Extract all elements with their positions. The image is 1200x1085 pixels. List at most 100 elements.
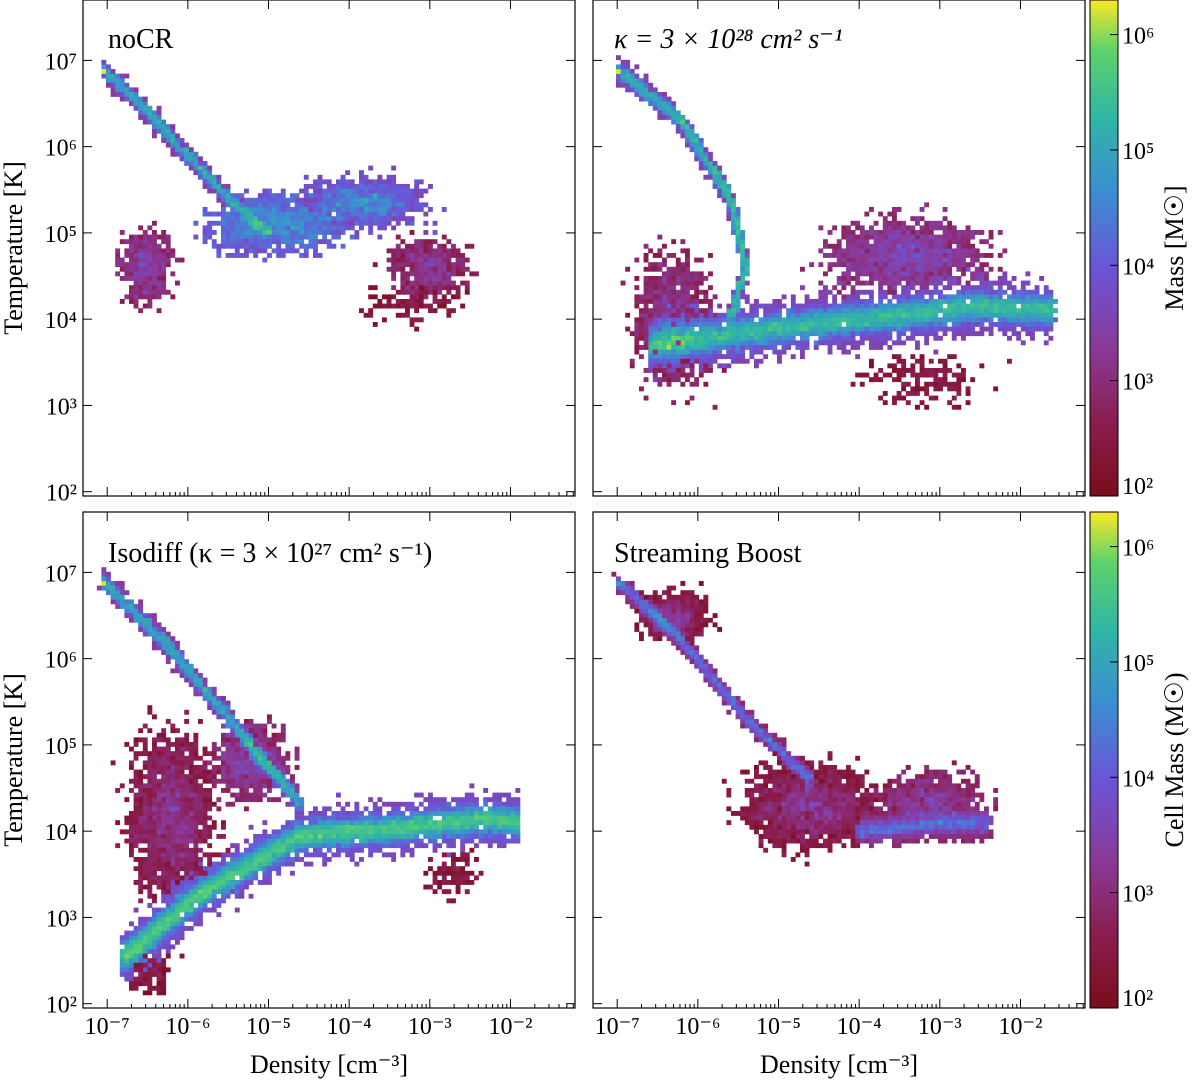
heatmap-cell — [951, 354, 957, 360]
heatmap-cell — [878, 248, 884, 254]
heatmap-cell — [965, 331, 971, 337]
heatmap-cell — [377, 174, 383, 180]
heatmap-cell — [294, 829, 300, 835]
heatmap-cell — [1007, 303, 1012, 309]
heatmap-cell — [740, 266, 746, 272]
heatmap-cell — [951, 253, 957, 258]
heatmap-cell — [248, 202, 254, 208]
heatmap-cell — [244, 723, 249, 729]
heatmap-cell — [276, 857, 282, 862]
heatmap-cell — [721, 363, 727, 369]
heatmap-cell — [910, 372, 916, 378]
heatmap-cell — [280, 843, 286, 849]
heatmap-cell — [703, 289, 709, 295]
heatmap-cell — [313, 820, 318, 826]
heatmap-cell — [905, 368, 911, 373]
heatmap-cell — [244, 220, 249, 226]
heatmap-cell — [405, 308, 410, 314]
heatmap-cell — [928, 230, 934, 235]
heatmap-cell — [735, 358, 741, 364]
heatmap-cell — [359, 225, 364, 231]
heatmap-cell — [184, 847, 190, 853]
heatmap-cell — [115, 820, 121, 826]
heatmap-cell — [138, 884, 144, 890]
heatmap-cell — [326, 225, 332, 231]
heatmap-cell — [152, 797, 157, 803]
heatmap-cell — [662, 326, 667, 332]
heatmap-cell — [299, 857, 305, 862]
heatmap-cell — [386, 211, 392, 217]
heatmap-cell — [262, 746, 268, 752]
heatmap-cell — [731, 303, 736, 309]
heatmap-cell — [1020, 317, 1026, 323]
heatmap-cell — [726, 326, 732, 332]
heatmap-cell — [294, 220, 300, 226]
heatmap-cell — [680, 248, 686, 254]
heatmap-cell — [689, 349, 695, 355]
heatmap-cell — [652, 105, 658, 111]
heatmap-cell — [639, 96, 644, 102]
heatmap-cell — [639, 87, 644, 93]
heatmap-cell — [855, 303, 861, 309]
heatmap-cell — [901, 322, 907, 327]
heatmap-cell — [896, 317, 902, 323]
heatmap-cell — [165, 640, 171, 646]
heatmap-cell — [961, 248, 966, 254]
heatmap-cell — [418, 838, 424, 844]
heatmap-cell — [666, 115, 672, 120]
heatmap-cell — [864, 262, 870, 268]
heatmap-cell — [652, 326, 658, 332]
heatmap-cell — [211, 211, 217, 217]
heatmap-cell — [460, 280, 466, 286]
heatmap-cell — [165, 861, 171, 867]
heatmap-cell — [428, 276, 433, 281]
heatmap-cell — [800, 303, 805, 309]
heatmap-cell — [129, 604, 134, 609]
heatmap-cell — [892, 303, 897, 309]
heatmap-cell — [294, 857, 300, 862]
heatmap-cell — [147, 801, 153, 807]
heatmap-cell — [170, 755, 176, 761]
heatmap-cell — [735, 335, 741, 341]
heatmap-cell — [207, 834, 213, 839]
heatmap-cell — [184, 668, 190, 674]
heatmap-cell — [437, 843, 443, 849]
heatmap-cell — [882, 271, 888, 277]
heatmap-cell — [409, 852, 415, 858]
heatmap-cell — [675, 257, 681, 263]
heatmap-cell — [708, 363, 713, 369]
heatmap-cell — [184, 746, 190, 752]
heatmap-cell — [152, 289, 157, 295]
heatmap-cell — [133, 87, 139, 93]
heatmap-cell — [643, 243, 649, 249]
heatmap-cell — [800, 266, 805, 272]
heatmap-cell — [474, 806, 479, 812]
heatmap-cell — [294, 230, 300, 235]
heatmap-cell — [368, 294, 374, 300]
heatmap-cell — [202, 811, 208, 816]
heatmap-cell — [395, 801, 401, 807]
heatmap-cell — [345, 193, 351, 199]
heatmap-cell — [239, 197, 245, 203]
heatmap-cell — [340, 838, 346, 844]
heatmap-cell — [1011, 289, 1017, 295]
heatmap-cell — [290, 234, 295, 240]
heatmap-cell — [142, 253, 148, 258]
heatmap-cell — [395, 838, 401, 844]
heatmap-cell — [414, 289, 420, 295]
heatmap-cell — [198, 889, 203, 895]
heatmap-cell — [271, 829, 277, 835]
heatmap-cell — [859, 322, 865, 327]
heatmap-cell — [142, 631, 148, 637]
heatmap-cell — [198, 898, 203, 904]
heatmap-cell — [671, 101, 677, 107]
heatmap-cell — [938, 289, 943, 295]
heatmap-cell — [179, 847, 185, 853]
heatmap-cell — [869, 322, 874, 327]
heatmap-cell — [221, 788, 226, 793]
heatmap-cell — [239, 866, 245, 872]
heatmap-cell — [299, 815, 305, 821]
heatmap-cell — [689, 345, 695, 350]
heatmap-cell — [248, 746, 254, 752]
heatmap-cell — [133, 96, 139, 102]
